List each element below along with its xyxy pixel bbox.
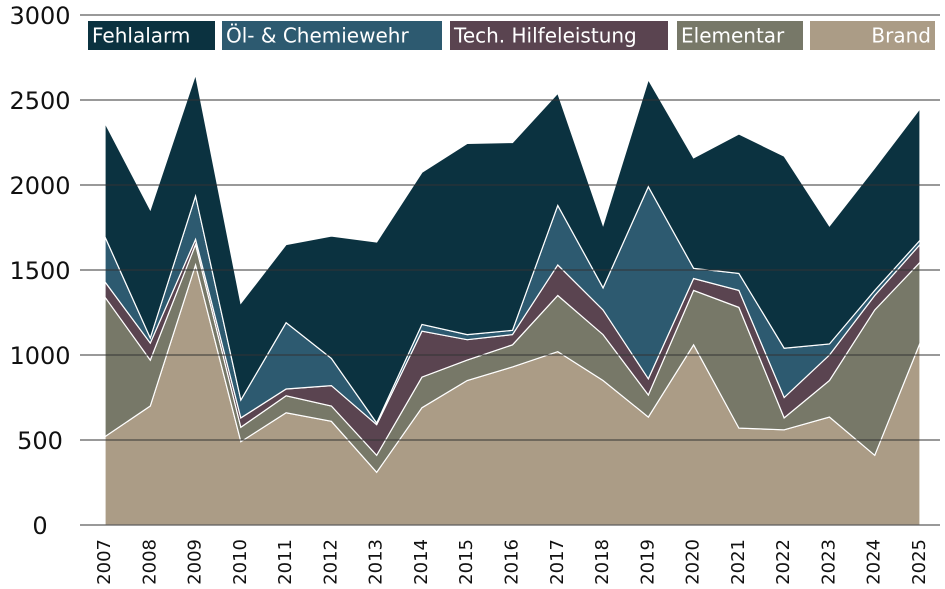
legend-label: Elementar bbox=[681, 24, 785, 48]
x-tick-label: 2016 bbox=[502, 539, 523, 585]
y-tick-label: 1000 bbox=[9, 342, 70, 370]
area bbox=[104, 72, 921, 425]
y-tick-label: 0 bbox=[32, 512, 47, 540]
legend-label: Brand bbox=[871, 24, 931, 48]
x-tick-label: 2015 bbox=[456, 539, 477, 585]
x-tick-label: 2009 bbox=[185, 539, 206, 585]
legend-label: Öl- & Chemiewehr bbox=[226, 24, 409, 48]
legend-label: Tech. Hilfeleistung bbox=[453, 24, 637, 48]
x-tick-label: 2010 bbox=[230, 539, 251, 585]
x-tick-label: 2019 bbox=[637, 539, 658, 585]
legend-swatch bbox=[450, 21, 668, 50]
x-tick-label: 2025 bbox=[909, 539, 930, 585]
x-tick-label: 2008 bbox=[139, 539, 160, 585]
x-tick-label: 2022 bbox=[773, 539, 794, 585]
y-tick-label: 1500 bbox=[9, 257, 70, 285]
x-tick-label: 2014 bbox=[411, 539, 432, 585]
legend-label: Fehlalarm bbox=[92, 24, 190, 48]
x-tick-label: 2011 bbox=[275, 539, 296, 585]
legend-swatch bbox=[222, 21, 442, 50]
legend-swatch bbox=[88, 21, 215, 50]
x-tick-label: 2020 bbox=[683, 539, 704, 585]
x-tick-label: 2024 bbox=[864, 539, 885, 585]
x-tick-label: 2007 bbox=[94, 539, 115, 585]
x-tick-label: 2018 bbox=[592, 539, 613, 585]
y-tick-label: 500 bbox=[17, 427, 63, 455]
y-tick-label: 2500 bbox=[9, 87, 70, 115]
legend-swatch bbox=[677, 21, 803, 50]
x-tick-label: 2012 bbox=[320, 539, 341, 585]
x-tick-label: 2023 bbox=[818, 539, 839, 585]
x-tick-label: 2021 bbox=[728, 539, 749, 585]
x-tick-label: 2017 bbox=[547, 539, 568, 585]
y-tick-label: 2000 bbox=[9, 172, 70, 200]
y-tick-label: 3000 bbox=[9, 2, 70, 30]
legend-swatch bbox=[810, 21, 935, 50]
x-tick-label: 2013 bbox=[366, 539, 387, 585]
